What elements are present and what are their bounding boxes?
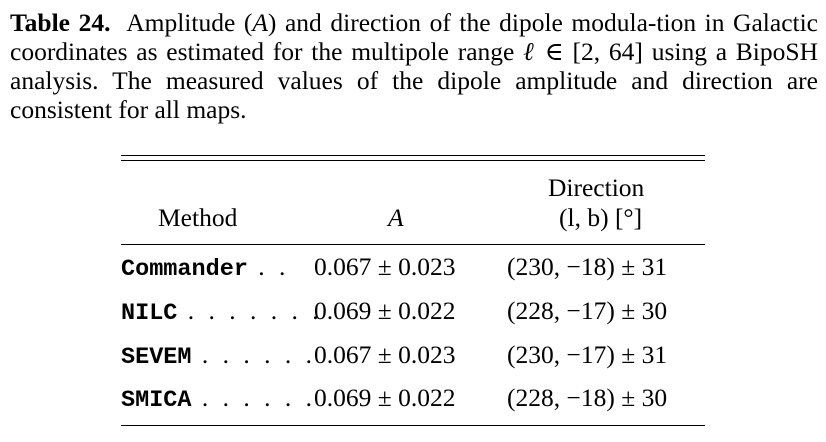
leader-dots: . . . . . . bbox=[191, 340, 317, 369]
header-amplitude: A bbox=[388, 203, 404, 232]
header-direction-units: (l, b) [°] bbox=[559, 203, 643, 232]
leader-dots: . . . . . . . bbox=[177, 296, 323, 325]
method-name: Commander bbox=[121, 256, 248, 283]
method-cell: SMICA . . . . . . bbox=[121, 383, 316, 414]
direction-cell: (230, −17) ± 31 bbox=[507, 340, 668, 369]
method-name: NILC bbox=[121, 300, 178, 327]
caption-var-a: A bbox=[252, 8, 268, 37]
amplitude-cell: 0.067 ± 0.023 bbox=[314, 252, 456, 281]
amplitude-cell: 0.069 ± 0.022 bbox=[314, 296, 456, 325]
method-name: SMICA bbox=[121, 387, 192, 414]
leader-dots: . . . . . . bbox=[191, 383, 317, 412]
caption-var-ell: ℓ bbox=[523, 37, 537, 66]
direction-cell: (228, −18) ± 30 bbox=[507, 383, 668, 412]
bottom-rule bbox=[121, 425, 705, 427]
header-direction: Direction bbox=[548, 173, 645, 202]
method-cell: Commander . . bbox=[121, 252, 289, 283]
caption-text-c: ∈ [2, 64] using a BipoSH analysis. The m… bbox=[10, 37, 818, 124]
method-name: SEVEM bbox=[121, 344, 192, 371]
direction-cell: (230, −18) ± 31 bbox=[507, 252, 668, 281]
table-row: NILC . . . . . . . 0.069 ± 0.022 (228, −… bbox=[121, 296, 705, 336]
direction-cell: (228, −17) ± 30 bbox=[507, 296, 668, 325]
amplitude-cell: 0.069 ± 0.022 bbox=[314, 383, 456, 412]
caption-text-b: ) and direction of the dipole modula-tio… bbox=[10, 8, 818, 66]
method-cell: SEVEM . . . . . . bbox=[121, 340, 316, 371]
top-rule-1 bbox=[121, 155, 705, 157]
top-rule-2 bbox=[121, 160, 705, 162]
table-row: SEVEM . . . . . . 0.067 ± 0.023 (230, −1… bbox=[121, 340, 705, 380]
header-method: Method bbox=[158, 203, 238, 232]
table-label: Table 24. bbox=[10, 8, 111, 37]
header-rule bbox=[121, 244, 705, 246]
table-row: Commander . . 0.067 ± 0.023 (230, −18) ±… bbox=[121, 252, 705, 292]
leader-dots: . . bbox=[247, 252, 290, 281]
method-cell: NILC . . . . . . . bbox=[121, 296, 323, 327]
table-row: SMICA . . . . . . 0.069 ± 0.022 (228, −1… bbox=[121, 383, 705, 423]
caption-text-a: Amplitude ( bbox=[126, 8, 253, 37]
table-caption: Table 24. Amplitude (A) and direction of… bbox=[10, 8, 818, 124]
amplitude-cell: 0.067 ± 0.023 bbox=[314, 340, 456, 369]
